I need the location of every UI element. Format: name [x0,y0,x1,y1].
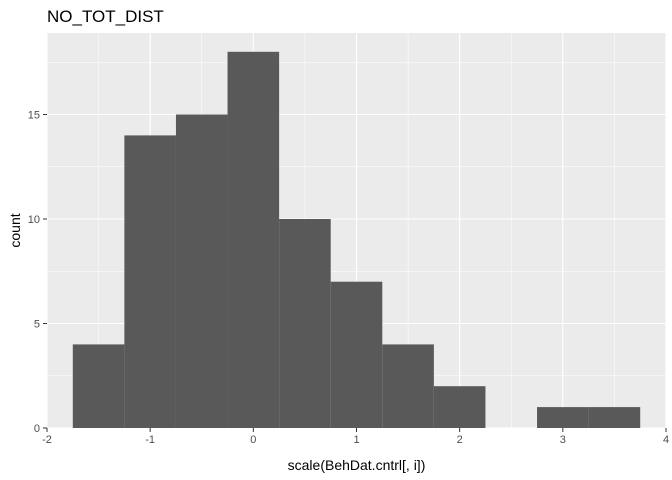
histogram-bar [279,219,331,428]
x-tick-label: 0 [250,434,256,446]
x-axis: -2 -1 0 1 2 3 4 [42,428,669,446]
histogram-bar [124,135,176,428]
histogram-bar [537,407,589,428]
chart-title: NO_TOT_DIST [47,7,164,26]
y-axis: 0 5 10 15 [28,110,47,435]
histogram-bar [175,114,228,428]
x-tick-label: 1 [353,434,359,446]
histogram-bar [433,386,486,428]
y-axis-label: count [7,213,23,247]
histogram-bar [588,407,641,428]
histogram-bar [72,344,125,428]
x-tick-label: -1 [145,434,155,446]
histogram-bar [330,281,383,428]
x-tick-label: 4 [663,434,669,446]
histogram-bar [382,344,434,428]
x-axis-label: scale(BehDat.cntrl[, i]) [288,457,426,473]
y-tick-label: 5 [34,319,40,331]
y-tick-label: 10 [28,214,40,226]
y-tick-label: 15 [28,110,40,122]
x-tick-label: -2 [42,434,52,446]
x-tick-label: 3 [560,434,566,446]
histogram-bars [72,51,641,429]
x-tick-label: 2 [457,434,463,446]
y-tick-label: 0 [34,423,40,435]
histogram-bar [227,51,280,429]
